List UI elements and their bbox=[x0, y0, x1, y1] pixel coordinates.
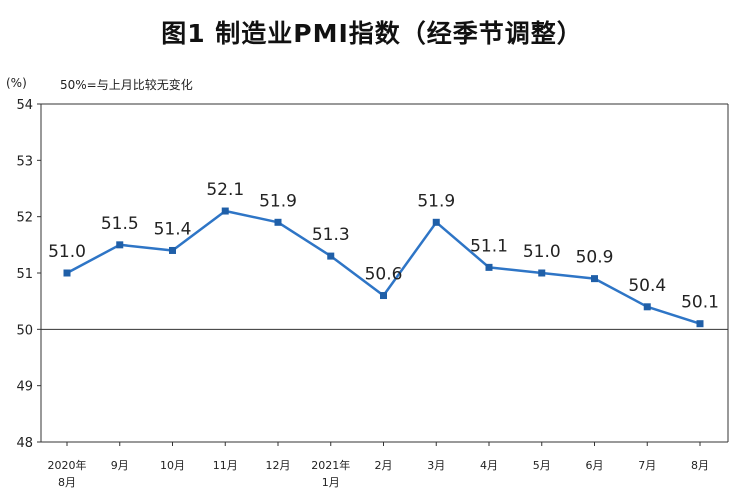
data-label: 51.9 bbox=[417, 191, 455, 211]
x-tick-label: 2月 bbox=[375, 459, 393, 472]
chart-note: 50%=与上月比较无变化 bbox=[60, 78, 193, 92]
data-point bbox=[485, 263, 493, 271]
x-tick-label: 2020年 bbox=[48, 458, 87, 472]
x-tick-label: 9月 bbox=[111, 459, 129, 472]
data-label: 51.5 bbox=[101, 214, 139, 234]
x-tick-label: 4月 bbox=[480, 459, 498, 472]
data-label: 51.0 bbox=[48, 242, 86, 262]
x-tick-labels-group: 2020年 8月 9月 10月 11月 12月 2021年 1月 2月 3月 4月 5月 6月 7月 8月 bbox=[48, 458, 710, 489]
x-tick-label: 8月 bbox=[58, 476, 76, 489]
data-point bbox=[591, 275, 598, 283]
data-label: 51.0 bbox=[523, 242, 561, 262]
x-tick-label: 8月 bbox=[691, 459, 709, 472]
axes bbox=[37, 103, 729, 446]
data-label: 50.6 bbox=[365, 265, 403, 285]
data-label: 50.4 bbox=[628, 276, 666, 296]
data-label: 50.9 bbox=[576, 248, 614, 268]
x-tick-label: 7月 bbox=[638, 459, 656, 472]
data-label: 50.1 bbox=[681, 293, 719, 313]
data-label: 51.1 bbox=[470, 236, 508, 256]
data-point bbox=[63, 269, 71, 277]
y-unit-label: (%) bbox=[6, 76, 27, 90]
x-tick-label: 6月 bbox=[586, 459, 604, 472]
data-point bbox=[380, 292, 387, 300]
x-tick-label: 5月 bbox=[533, 459, 551, 472]
y-tick-label: 51 bbox=[16, 267, 33, 282]
chart-title: 图1 制造业PMI指数（经季节调整） bbox=[161, 19, 583, 48]
x-tick-label: 3月 bbox=[427, 459, 445, 472]
data-label: 52.1 bbox=[206, 180, 244, 200]
x-tick-label: 12月 bbox=[266, 459, 291, 472]
data-labels-group: 51.0 51.5 51.4 52.1 51.9 51.3 50.6 51.9 51.1 51.0… bbox=[48, 180, 719, 313]
y-tick-label: 50 bbox=[16, 323, 33, 338]
x-tick-label: 11月 bbox=[213, 459, 238, 472]
data-point bbox=[116, 241, 124, 249]
y-tick-label: 49 bbox=[16, 380, 33, 395]
y-tick-labels-group: 48 49 50 51 52 53 54 bbox=[16, 98, 33, 451]
x-tick-label: 1月 bbox=[322, 476, 340, 489]
data-label: 51.4 bbox=[154, 219, 192, 239]
data-point bbox=[221, 207, 229, 215]
x-tick-label: 10月 bbox=[160, 459, 185, 472]
markers-group bbox=[63, 207, 704, 328]
data-point bbox=[327, 252, 335, 260]
y-tick-label: 52 bbox=[16, 211, 33, 226]
data-point bbox=[169, 246, 176, 254]
data-point bbox=[274, 218, 282, 226]
data-point bbox=[643, 303, 651, 311]
y-tick-label: 48 bbox=[16, 436, 33, 451]
y-tick-label: 54 bbox=[16, 98, 33, 113]
data-point bbox=[696, 320, 704, 328]
data-label: 51.9 bbox=[259, 191, 297, 211]
data-label: 51.3 bbox=[312, 225, 350, 245]
data-point bbox=[432, 218, 440, 226]
x-tick-label: 2021年 bbox=[311, 458, 350, 472]
y-tick-label: 53 bbox=[16, 154, 33, 169]
data-point bbox=[538, 269, 546, 277]
